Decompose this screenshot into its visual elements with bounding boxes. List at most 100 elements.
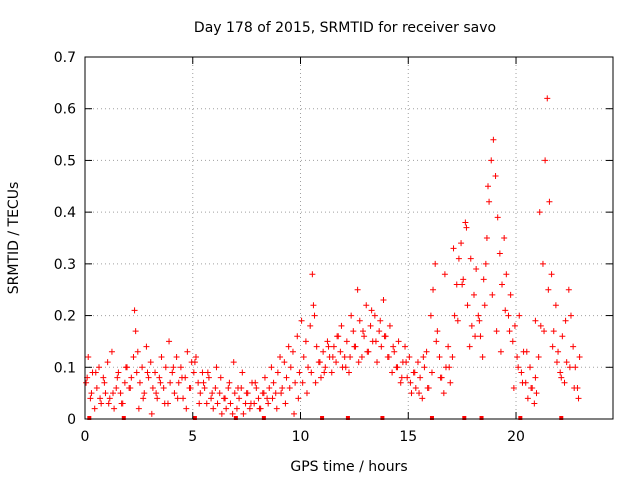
data-point [572,364,579,371]
data-point [296,369,303,376]
axis-marker [429,416,434,420]
data-point [177,364,184,371]
x-tick-label: 15 [399,429,417,445]
y-tick-label: 0.7 [54,50,76,66]
y-axis-label: SRMTID / TECUs [6,182,22,295]
data-point [158,353,165,360]
data-point [133,369,140,376]
data-point [87,395,94,402]
data-point [295,395,302,402]
data-point [311,312,318,319]
data-point [274,369,281,376]
data-point [571,384,578,391]
data-point [167,379,174,386]
data-point [328,369,335,376]
data-point [139,364,146,371]
data-point [460,276,467,283]
axis-marker [121,416,126,420]
data-point [287,364,294,371]
data-point [152,369,159,376]
data-point [264,395,271,402]
y-tick-label: 0.1 [54,360,76,376]
data-point [265,400,272,407]
data-point [231,390,238,397]
data-point [386,322,393,329]
data-point [98,400,105,407]
data-point [486,198,493,205]
data-point [240,410,247,417]
data-point [261,374,268,381]
data-point [458,240,465,247]
data-point [450,245,457,252]
data-point [171,390,178,397]
data-point [343,338,350,345]
data-point [476,317,483,324]
data-point [199,369,206,376]
data-point [320,348,327,355]
data-point [479,353,486,360]
data-point [437,374,444,381]
data-point [104,359,111,366]
data-point [218,410,225,417]
data-point [110,390,117,397]
data-point [197,390,204,397]
data-point [528,384,535,391]
data-point [324,338,331,345]
data-point [273,405,280,412]
data-point [544,95,551,102]
data-point [229,410,236,417]
data-point [367,322,374,329]
data-point [532,374,539,381]
data-point [510,384,517,391]
data-point [292,379,299,386]
data-point [576,353,583,360]
data-point [502,307,509,314]
data-point [147,359,154,366]
data-point [523,348,530,355]
data-point [548,271,555,278]
data-point [300,353,307,360]
data-point [394,364,401,371]
data-point [289,348,296,355]
data-point [277,353,284,360]
data-point [434,328,441,335]
data-point [356,317,363,324]
data-point [118,400,125,407]
data-point [553,359,560,366]
data-point [247,400,254,407]
data-point [131,307,138,314]
axis-marker [479,416,484,420]
y-tick-label: 0.4 [54,205,76,221]
axis-ticks: 0 0.1 0.2 0.3 0.4 0.5 0.6 0.7 0 5 10 15 20 [54,50,613,445]
data-point [102,390,109,397]
data-point [272,390,279,397]
data-point [432,260,439,267]
data-point [472,333,479,340]
data-point [533,390,540,397]
data-point [549,343,556,350]
data-point [385,353,392,360]
chart-title: Day 178 of 2015, SRMTID for receiver sav… [194,20,496,36]
data-point [210,405,217,412]
data-point [281,359,288,366]
data-point [286,384,293,391]
data-point [100,374,107,381]
data-point [466,343,473,350]
data-point [154,395,161,402]
data-point [246,405,253,412]
data-point [555,348,562,355]
x-tick-label: 0 [81,429,90,445]
data-point [205,374,212,381]
data-point [451,312,458,319]
data-point [424,384,431,391]
data-point [334,333,341,340]
data-point [161,400,168,407]
data-point [236,395,243,402]
data-point [455,255,462,262]
data-point [200,379,207,386]
data-point [196,400,203,407]
data-point [308,369,315,376]
data-point [321,369,328,376]
data-point [494,214,501,221]
data-point [411,369,418,376]
